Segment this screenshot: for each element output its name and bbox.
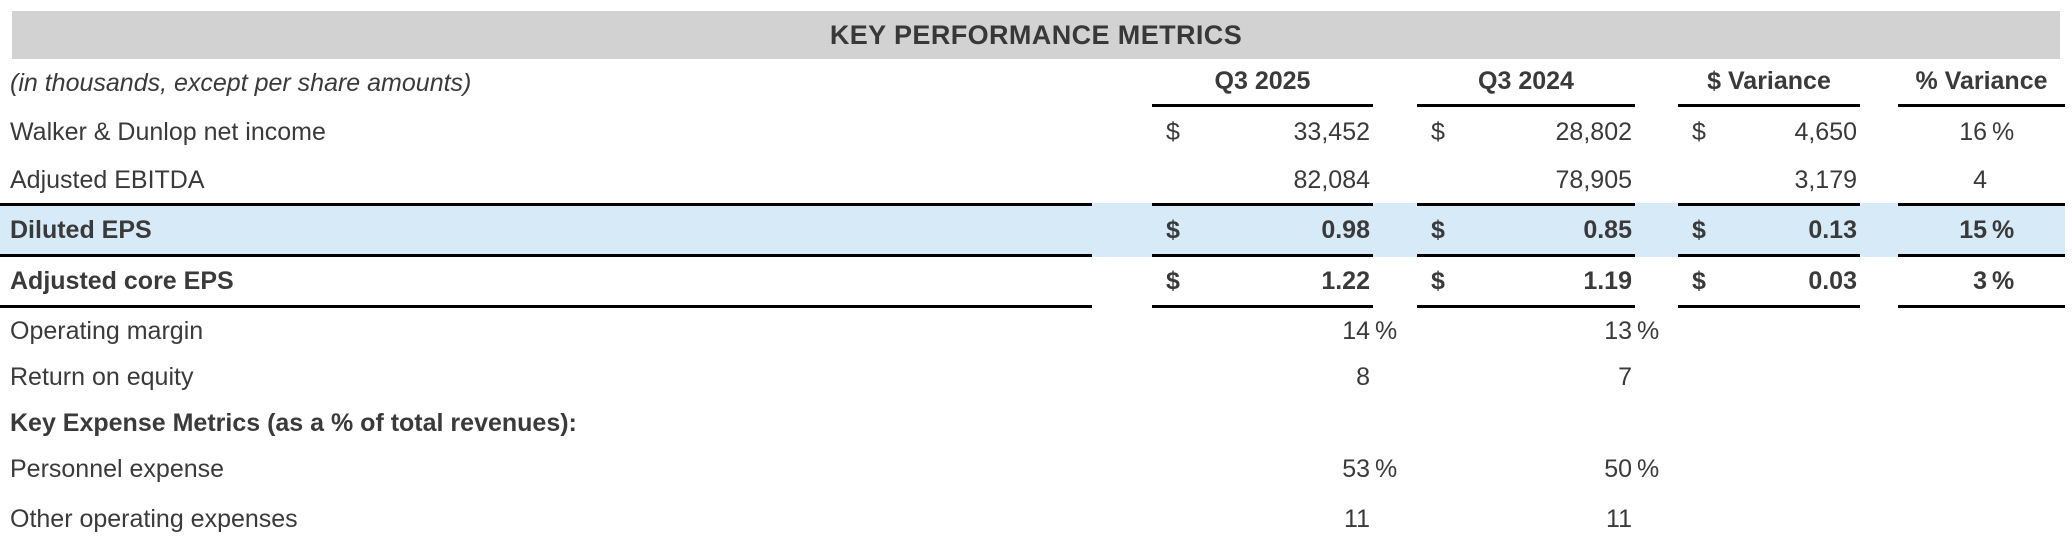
column-header-q3-2024: Q3 2024 [1417,59,1635,107]
value-cell: 82,084 [1293,165,1370,194]
percent-sign: % [1992,117,2015,146]
percent-sign [1373,493,1417,545]
percent-sign [1373,157,1417,203]
column-header-q3-2025: Q3 2025 [1152,59,1373,107]
row-label: Adjusted EBITDA [10,165,205,194]
dollar-sign: $ [1152,203,1202,257]
value-cell: 8 [1356,362,1370,391]
percent-sign: % [1375,455,1398,483]
value-cell: 1.22 [1202,257,1373,308]
row-label: Diluted EPS [0,203,1092,257]
value-cell: 7 [1618,362,1632,391]
percent-sign: % [1990,203,2065,257]
dollar-sign [1417,157,1467,203]
percent-sign [1373,354,1417,400]
value-cell: 78,905 [1555,165,1632,194]
dollar-sign: $ [1431,117,1445,146]
dollar-sign: $ [1678,203,1728,257]
dollar-sign: $ [1678,257,1728,308]
table-row: Personnel expense 53 % 50 % [0,446,2065,493]
value-cell: 1.19 [1467,257,1635,308]
table-row: Other operating expenses 11 11 [0,493,2065,545]
value-cell: 4,650 [1794,117,1857,146]
key-performance-metrics-table: (in thousands, except per share amounts)… [0,59,2065,545]
percent-sign [1990,157,2065,203]
row-label: Personnel expense [10,455,225,483]
percent-sign: % [1637,316,1660,345]
percent-sign [1635,107,1678,157]
percent-sign [1635,157,1678,203]
dollar-sign [1678,157,1728,203]
value-cell: 3,179 [1794,165,1857,194]
table-row: Operating margin 14 % 13 % [0,308,2065,354]
percent-sign [1635,493,1678,545]
percent-sign [1635,203,1678,257]
percent-sign [1635,354,1678,400]
percent-sign [1373,203,1417,257]
title-bar: KEY PERFORMANCE METRICS [12,11,2060,59]
value-cell: 13 [1604,316,1632,345]
value-cell: 0.85 [1467,203,1635,257]
percent-sign: % [1990,257,2065,308]
row-label: Operating margin [10,316,204,345]
column-header-percent-variance: % Variance [1898,59,2065,107]
percent-sign: % [1375,316,1398,345]
row-label: Other operating expenses [10,504,298,533]
row-label: Adjusted core EPS [0,257,1092,308]
value-cell: 11 [1344,504,1370,533]
percent-sign: % [1637,455,1660,483]
value-cell: 0.13 [1728,203,1860,257]
row-label: Walker & Dunlop net income [10,117,326,146]
value-cell: 16 [1959,117,1987,146]
table-header-row: (in thousands, except per share amounts)… [0,59,2065,107]
value-cell: 53 [1342,455,1370,483]
percent-sign [1373,107,1417,157]
value-cell: 0.03 [1728,257,1860,308]
percent-sign [1635,257,1678,308]
table-row: Adjusted core EPS $ 1.22 $ 1.19 $ 0.03 3… [0,257,2065,308]
dollar-sign: $ [1417,257,1467,308]
value-cell: 33,452 [1293,117,1370,146]
dollar-sign: $ [1166,117,1180,146]
value-cell: 4 [1973,165,1987,194]
value-cell: 3 [1898,257,1990,308]
dollar-sign: $ [1152,257,1202,308]
value-cell: 0.98 [1202,203,1373,257]
table-title: KEY PERFORMANCE METRICS [829,19,1243,50]
row-label: Return on equity [10,362,194,391]
table-note: (in thousands, except per share amounts) [10,68,472,97]
value-cell: 50 [1604,455,1632,483]
value-cell: 11 [1606,504,1632,533]
value-cell: 15 [1898,203,1990,257]
section-label: Key Expense Metrics (as a % of total rev… [10,408,577,437]
table-section-row: Key Expense Metrics (as a % of total rev… [0,400,2065,446]
table-row: Walker & Dunlop net income $ 33,452 $ 28… [0,107,2065,157]
dollar-sign [1152,157,1202,203]
dollar-sign: $ [1417,203,1467,257]
value-cell: 28,802 [1555,117,1632,146]
dollar-sign: $ [1692,117,1706,146]
table-row: Adjusted EBITDA 82,084 78,905 3,179 4 [0,157,2065,203]
percent-sign [1373,257,1417,308]
table-row: Return on equity 8 7 [0,354,2065,400]
column-header-dollar-variance: $ Variance [1678,59,1860,107]
table-row-highlighted: Diluted EPS $ 0.98 $ 0.85 $ 0.13 15 % [0,203,2065,257]
value-cell: 14 [1342,316,1370,345]
